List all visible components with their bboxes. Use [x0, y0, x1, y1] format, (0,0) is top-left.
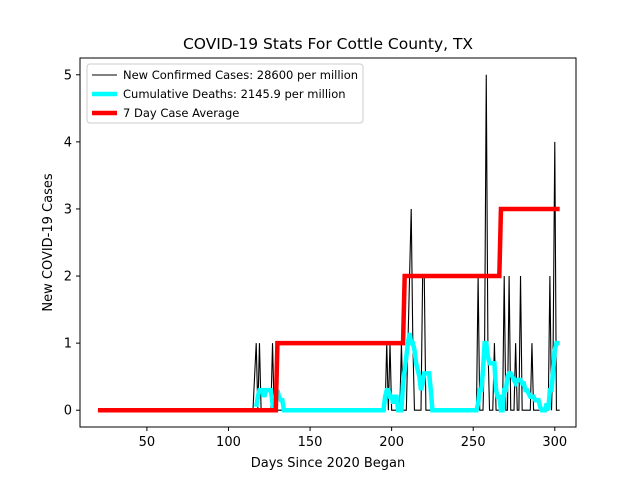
y-tick-label: 5 — [64, 68, 72, 83]
series-line-1 — [253, 332, 560, 413]
legend-label-2: 7 Day Case Average — [123, 106, 239, 120]
chart-title: COVID-19 Stats For Cottle County, TX — [183, 35, 473, 53]
y-tick-label: 4 — [64, 135, 72, 150]
plot-area — [97, 74, 560, 413]
x-tick-label: 100 — [216, 435, 241, 450]
series-line-2 — [97, 206, 560, 413]
y-tick-label: 0 — [64, 404, 72, 419]
plot-frame — [79, 57, 577, 428]
y-tick-label: 2 — [64, 270, 72, 285]
legend-label-1: Cumulative Deaths: 2145.9 per million — [123, 87, 346, 101]
series-line-0 — [97, 74, 560, 411]
y-tick-label: 1 — [64, 337, 72, 352]
x-tick-label: 50 — [139, 435, 156, 450]
x-tick-label: 150 — [298, 435, 323, 450]
x-tick-label: 250 — [461, 435, 486, 450]
x-axis-label: Days Since 2020 Began — [251, 456, 406, 471]
legend-label-0: New Confirmed Cases: 28600 per million — [123, 68, 358, 82]
x-tick-label: 200 — [379, 435, 404, 450]
y-tick-label: 3 — [64, 202, 72, 217]
legend-box — [86, 63, 364, 124]
y-axis-label: New COVID-19 Cases — [41, 173, 56, 311]
x-tick-label: 300 — [542, 435, 567, 450]
legend: New Confirmed Cases: 28600 per million Cu… — [86, 63, 364, 124]
